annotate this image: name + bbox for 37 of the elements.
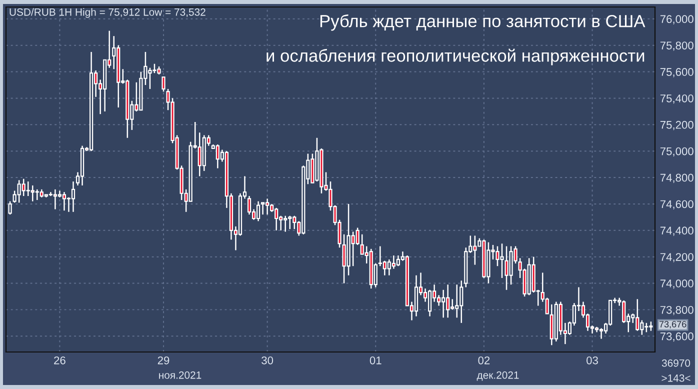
text: >143< — [662, 374, 690, 382]
candlestick — [428, 289, 432, 317]
x-tick-label: 02 — [478, 356, 490, 364]
text: и ослабления геополитической напряженности — [266, 48, 644, 66]
y-tick-label: 73,600 — [660, 332, 694, 342]
y-tick-label: 75,800 — [660, 42, 694, 51]
candlestick — [162, 76, 166, 92]
y-tick-label: 75,400 — [660, 94, 694, 104]
x-tick-label: 01 — [370, 356, 382, 364]
chart-title: Рубль ждет данные по занятости в США — [320, 14, 646, 31]
x-tick-label: 03 — [586, 356, 598, 364]
text: 73,676 — [659, 321, 686, 328]
x-tick-label: 30 — [262, 356, 274, 364]
candlestick — [247, 195, 252, 216]
annotation: USD/RUB 1H High = 75,912 Low = 73,532 — [10, 8, 206, 18]
x-tick-label: 26 — [54, 356, 66, 364]
y-tick-label: 74,000 — [660, 280, 694, 289]
x-tick-label: 29 — [158, 356, 170, 364]
y-tick-label: 73,800 — [660, 306, 694, 316]
candlestick — [62, 191, 66, 212]
text: дек.2021 — [476, 371, 519, 381]
candlestick — [261, 202, 265, 216]
candlestick — [71, 180, 76, 213]
y-tick-label: 76,000 — [660, 15, 694, 24]
y-tick-label: 74,600 — [660, 200, 694, 210]
candlestick — [414, 274, 418, 317]
text: ноя.2021 — [159, 371, 202, 379]
y-tick-label: 75,600 — [660, 68, 694, 78]
text: 36970 — [662, 359, 690, 367]
y-tick-label: 74,400 — [660, 226, 694, 236]
y-tick-label: 75,000 — [660, 147, 694, 157]
y-tick-label: 74,800 — [660, 174, 694, 183]
candlestick — [599, 328, 604, 340]
candlestick — [256, 200, 260, 222]
y-tick-label: 74,200 — [660, 253, 694, 262]
y-tick-label: 75,200 — [660, 120, 694, 130]
candlestick — [356, 227, 360, 246]
